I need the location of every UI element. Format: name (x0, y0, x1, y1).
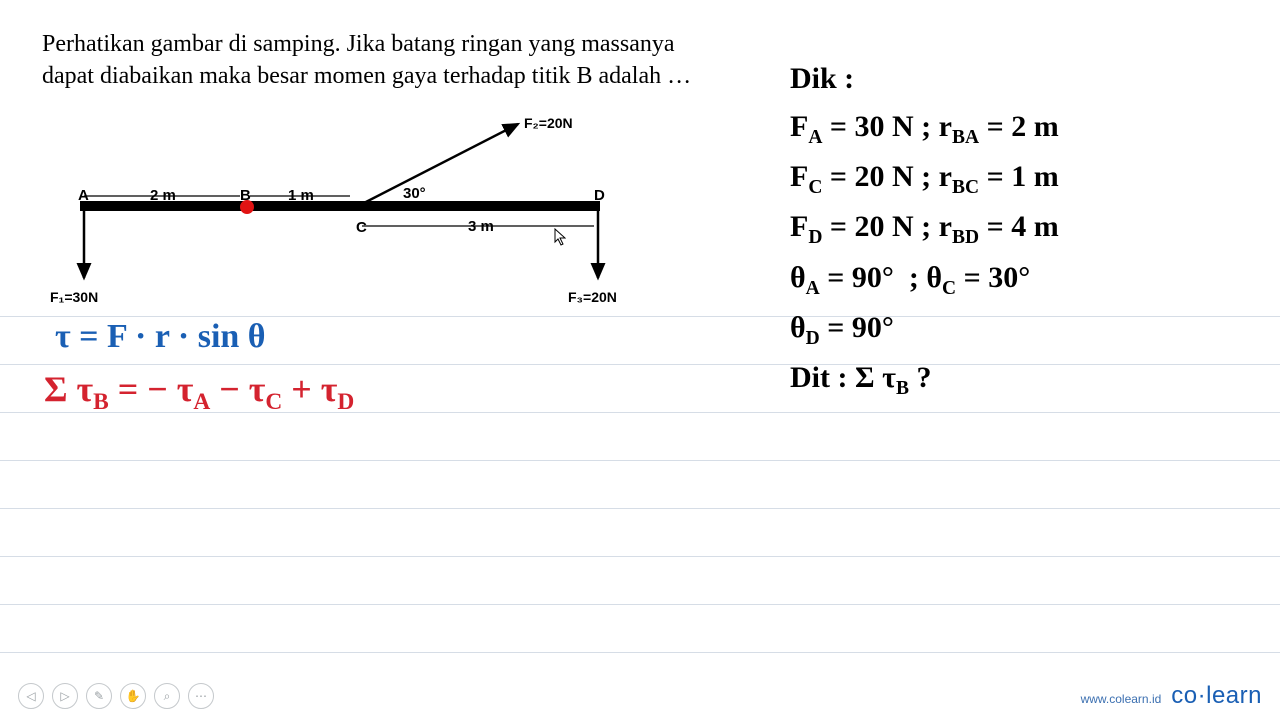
given-block: Dik : FA = 30 N ; rBA = 2 m FC = 20 N ; … (790, 55, 1260, 404)
force-F2-arrow (362, 124, 518, 204)
dik-row-1: FA = 30 N ; rBA = 2 m (790, 103, 1260, 153)
footer-controls: ◁ ▷ ✎ ✋ ⌕ ⋯ (18, 683, 214, 709)
dik-row-2: FC = 20 N ; rBC = 1 m (790, 153, 1260, 203)
prev-button[interactable]: ◁ (18, 683, 44, 709)
dik-row-3: FD = 20 N ; rBD = 4 m (790, 203, 1260, 253)
problem-line1: Perhatikan gambar di samping. Jika batan… (42, 31, 675, 57)
physics-diagram: A B C D 2 m 1 m 3 m 30° F₁=30N F₂=20N F₃… (50, 110, 630, 320)
mouse-cursor-icon (554, 228, 566, 246)
pivot-point (240, 200, 254, 214)
problem-line2: dapat diabaikan maka besar momen gaya te… (42, 63, 691, 89)
point-D-label: D (594, 187, 605, 204)
problem-statement: Perhatikan gambar di samping. Jika batan… (42, 28, 782, 93)
footer-url: www.colearn.id (1081, 692, 1162, 706)
dit-row: Dit : Σ τB ? (790, 354, 1260, 404)
more-button[interactable]: ⋯ (188, 683, 214, 709)
pen-button[interactable]: ✎ (86, 683, 112, 709)
force-F3-label: F₃=20N (568, 289, 617, 305)
next-button[interactable]: ▷ (52, 683, 78, 709)
force-F2-label: F₂=20N (524, 115, 573, 131)
dim-CD: 3 m (468, 218, 494, 235)
point-A-label: A (78, 187, 89, 204)
dik-row-4: θA = 90° ; θC = 30° (790, 254, 1260, 304)
dik-heading: Dik : (790, 55, 1260, 103)
dik-row-5: θD = 90° (790, 304, 1260, 354)
zoom-button[interactable]: ⌕ (154, 683, 180, 709)
torque-formula: τ = F · r · sin θ (55, 318, 266, 356)
point-C-label: C (356, 219, 367, 236)
footer-branding: www.colearn.id co·learn (1081, 682, 1262, 710)
dim-AB: 2 m (150, 187, 176, 204)
footer-logo: co·learn (1171, 682, 1262, 710)
footer: ◁ ▷ ✎ ✋ ⌕ ⋯ www.colearn.id co·learn (0, 672, 1280, 720)
force-F1-label: F₁=30N (50, 289, 98, 305)
sum-torque-formula: Σ τB = − τA − τC + τD (44, 368, 354, 416)
dim-BC: 1 m (288, 187, 314, 204)
hand-button[interactable]: ✋ (120, 683, 146, 709)
angle-label: 30° (403, 185, 426, 202)
